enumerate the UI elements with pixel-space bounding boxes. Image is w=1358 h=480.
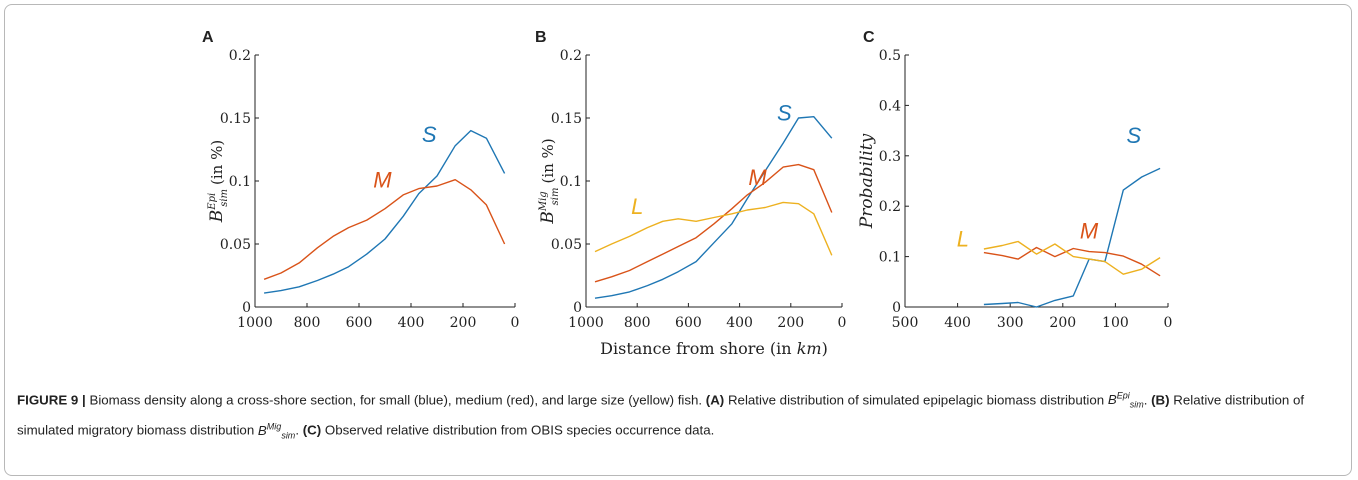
x-tick-label: 400	[398, 315, 425, 331]
series-line-S	[263, 129, 506, 294]
caption-panel-b-label: (B)	[1151, 392, 1170, 408]
series-line-M	[983, 246, 1161, 277]
x-tick-label: 1000	[237, 315, 273, 331]
x-tick-label: 400	[726, 315, 753, 331]
chart-panel-c: C 0 0.1 0.2 0.3 0.4 0.5 500 400 300 200 100 0 S M L Prob…	[857, 29, 1172, 331]
y-axis-label: BMigsim(in %)	[538, 138, 561, 224]
caption-intro: Biomass density along a cross-shore sect…	[85, 392, 706, 408]
series-label-S: S	[422, 122, 437, 147]
caption-panel-a-label: (A)	[705, 392, 725, 408]
x-tick-label: 0	[511, 315, 520, 331]
caption-symbol-mig: BMigsim	[257, 421, 296, 441]
x-tick-label: 800	[624, 315, 651, 331]
y-tick-label: 0.1	[229, 174, 251, 190]
series-line-M	[263, 178, 506, 280]
y-tick-label: 0	[242, 300, 251, 316]
series-line-S	[594, 115, 833, 299]
y-tick-label: 0	[573, 300, 582, 316]
x-tick-label: 0	[838, 315, 847, 331]
x-tick-label: 600	[675, 315, 702, 331]
caption-sep-b: .	[295, 422, 303, 438]
x-tick-label: 1000	[568, 315, 604, 331]
caption-figure-label: FIGURE 9 |	[17, 392, 86, 408]
caption-sep-a: .	[1143, 392, 1152, 408]
x-tick-label: 100	[1102, 315, 1129, 331]
caption-panel-c-label: (C)	[302, 422, 322, 438]
figure-frame	[4, 4, 1352, 476]
caption-symbol-sup-mig: Mig	[266, 421, 282, 432]
y-tick-label: 0.1	[879, 250, 901, 266]
x-tick-label: 200	[450, 315, 477, 331]
x-tick-label: 800	[294, 315, 321, 331]
series-line-L	[594, 201, 833, 256]
x-tick-label: 300	[997, 315, 1024, 331]
caption-symbol-sub: sim	[1129, 400, 1144, 411]
caption-symbol-sup-epi: Epi	[1116, 391, 1130, 401]
x-tick-label: 600	[346, 315, 373, 331]
chart-panel-b: B 0 0.05 0.1 0.15 0.2 1000 800 600 400 200 0 S M L BMig…	[535, 29, 846, 358]
y-tick-label: 0.05	[551, 237, 582, 253]
series-line-L	[983, 240, 1161, 275]
series-label-L: L	[957, 227, 969, 252]
series-label-M: M	[748, 165, 767, 190]
panel-letter-b: B	[535, 29, 547, 46]
series-line-M	[594, 163, 833, 283]
series-label-M: M	[373, 167, 392, 192]
y-tick-label: 0.15	[551, 111, 582, 127]
caption-symbol-base: B	[1107, 392, 1117, 408]
x-axis-label: Distance from shore (in km)	[600, 339, 828, 358]
panel-letter-c: C	[863, 29, 875, 46]
y-tick-label: 0.5	[879, 48, 901, 64]
y-axis-label: BEpisim(in %)	[207, 140, 230, 223]
x-tick-label: 200	[777, 315, 804, 331]
figure-caption: FIGURE 9 | Biomass density along a cross…	[17, 386, 1342, 446]
y-tick-label: 0.2	[879, 199, 901, 215]
y-tick-label: 0.15	[220, 111, 251, 127]
x-tick-label: 400	[944, 315, 971, 331]
x-tick-label: 500	[892, 315, 919, 331]
y-axis-label: Probability	[857, 133, 877, 229]
caption-panel-c-text: Observed relative distribution from OBIS…	[321, 422, 715, 438]
y-tick-label: 0.05	[220, 237, 251, 253]
y-tick-label: 0.1	[560, 174, 582, 190]
caption-panel-a-text: Relative distribution of simulated epipe…	[724, 392, 1108, 408]
y-tick-label: 0	[892, 300, 901, 316]
caption-symbol-epi: BEpisim	[1107, 391, 1144, 411]
y-tick-label: 0.3	[879, 149, 901, 165]
series-line-S	[983, 167, 1161, 308]
series-label-L: L	[631, 194, 643, 219]
caption-panel-b-text: Relative distribution of simulated migra…	[17, 392, 1305, 438]
x-tick-label: 200	[1049, 315, 1076, 331]
x-tick-label: 0	[1164, 315, 1173, 331]
chart-panel-a: A 0 0.05 0.1 0.15 0.2 1000 800 600 400 200 0 S M BEpis…	[202, 29, 519, 331]
series-label-M: M	[1080, 218, 1099, 243]
series-label-S: S	[1126, 123, 1141, 148]
caption-symbol-base: B	[257, 422, 267, 438]
caption-symbol-sub: sim	[281, 430, 296, 441]
y-tick-label: 0.4	[879, 98, 901, 114]
panel-letter-a: A	[202, 29, 214, 46]
y-tick-label: 0.2	[229, 48, 251, 64]
y-tick-label: 0.2	[560, 48, 582, 64]
series-label-S: S	[777, 101, 792, 126]
